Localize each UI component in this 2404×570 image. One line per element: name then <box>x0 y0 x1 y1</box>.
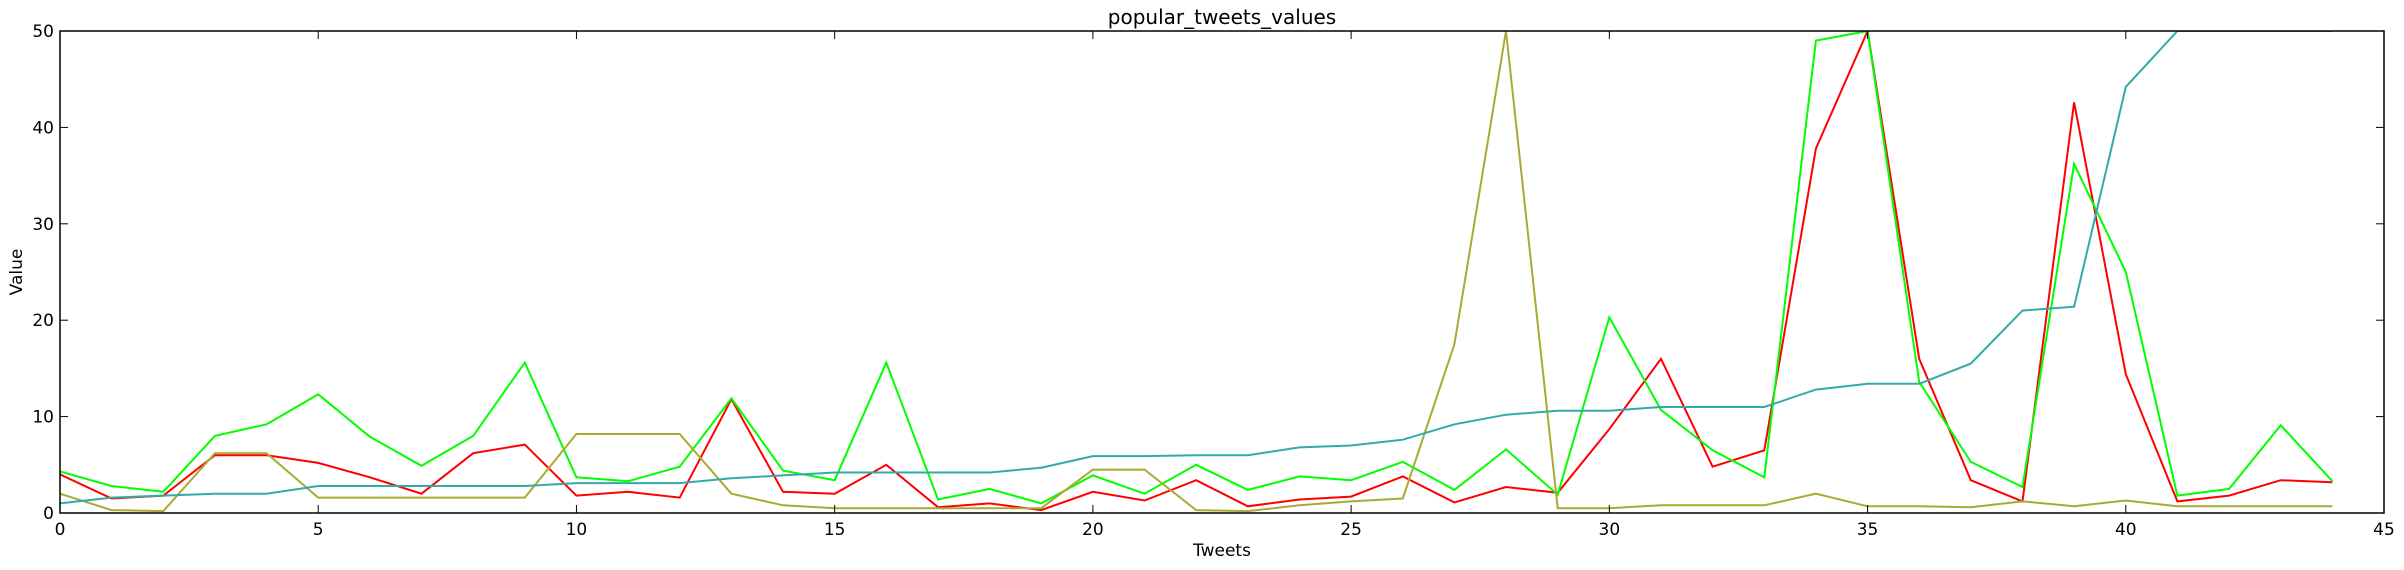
x-tick-label: 15 <box>824 520 846 540</box>
x-tick-label: 5 <box>313 520 324 540</box>
x-tick-label: 40 <box>2115 520 2137 540</box>
series-line-2 <box>60 31 2334 505</box>
y-axis: 0 10 20 30 40 50 <box>32 22 2384 524</box>
x-tick-label: 0 <box>55 520 66 540</box>
x-axis: 0 5 10 15 20 25 30 35 40 45 <box>55 31 2395 540</box>
plot-frame <box>59 30 2385 514</box>
y-tick-label: 40 <box>32 118 54 138</box>
series-line-1 <box>60 31 2333 512</box>
chart-title: popular_tweets_values <box>1108 5 1336 29</box>
x-tick-label: 30 <box>1599 520 1621 540</box>
series-layer <box>60 31 2334 513</box>
x-tick-label: 25 <box>1340 520 1362 540</box>
y-tick-label: 30 <box>32 215 54 235</box>
y-tick-label: 0 <box>43 504 54 524</box>
x-tick-label: 20 <box>1082 520 1104 540</box>
series-line-3 <box>60 31 2333 513</box>
x-axis-label: Tweets <box>1192 541 1251 561</box>
series-line-4 <box>60 31 2333 505</box>
x-tick-label: 45 <box>2373 520 2395 540</box>
x-tick-label: 35 <box>1857 520 1879 540</box>
y-tick-label: 50 <box>32 22 54 42</box>
y-tick-label: 10 <box>32 408 54 428</box>
y-tick-label: 20 <box>32 311 54 331</box>
y-axis-label: Value <box>7 249 27 296</box>
x-tick-label: 10 <box>566 520 588 540</box>
